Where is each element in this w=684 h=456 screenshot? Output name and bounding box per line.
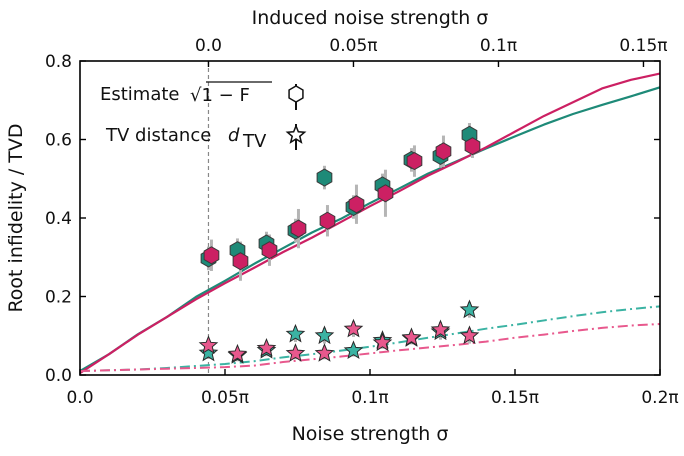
plot-frame — [79, 60, 661, 376]
estimate-magenta-point — [203, 246, 220, 265]
tvd-magenta-point — [227, 343, 248, 363]
curve-layer — [80, 72, 660, 374]
tvd-magenta-point — [343, 318, 364, 338]
estimate-magenta-point — [232, 252, 249, 271]
y-tick-label: 0.4 — [45, 209, 72, 229]
estimate-magenta-point — [290, 219, 307, 238]
x-tick-label: 0.05π — [201, 388, 249, 408]
estimate-magenta-point — [319, 211, 336, 230]
x-axis-label: Noise strength σ — [292, 423, 449, 445]
top-tick-label: 0.1π — [480, 36, 517, 56]
tvd-magenta-point — [430, 319, 451, 339]
estimate-magenta-point — [406, 152, 423, 171]
estimate-magenta-point — [377, 184, 394, 203]
estimate-magenta-point — [261, 241, 278, 260]
legend-label-tvd: TV distance — [105, 125, 211, 146]
y-tick-label: 0.2 — [45, 288, 72, 308]
legend-sqrt-expression: √1 − F — [190, 85, 250, 106]
legend-dtv-symbol: d — [228, 125, 240, 146]
x-tick-label: 0.15π — [491, 388, 539, 408]
tvd-teal-point — [459, 299, 480, 319]
top-tick-label: 0.0 — [195, 36, 222, 56]
estimate-magenta-point — [435, 142, 452, 161]
tvd-magenta-point — [372, 332, 393, 352]
legend-dtv-subscript: TV — [242, 131, 267, 152]
tvd-teal-point — [343, 340, 364, 360]
y-axis-label: Root infidelity / TVD — [5, 123, 27, 312]
estimate-magenta-point — [464, 137, 481, 156]
curve-solid-magenta — [80, 72, 660, 374]
legend-star-marker — [285, 124, 307, 144]
tvd-magenta-point — [256, 337, 277, 357]
curve-dashdot-magenta — [80, 322, 660, 373]
curve-dashdot-teal — [80, 305, 660, 373]
tvd-magenta-point — [285, 343, 306, 362]
tvd-magenta-point — [198, 335, 219, 354]
legend-hexagon-marker — [288, 85, 304, 103]
marker-layer — [198, 125, 481, 364]
y-tick-label: 0.0 — [45, 366, 72, 386]
x-tick-label: 0.2π — [641, 388, 678, 408]
y-tick-label: 0.6 — [45, 131, 72, 151]
tvd-magenta-point — [314, 343, 335, 362]
legend: Estimate √1 − F TV distance d TV — [100, 81, 307, 152]
estimate-teal-point — [316, 168, 333, 187]
top-tick-label: 0.15π — [619, 36, 667, 56]
top-axis-label: Induced noise strength σ — [252, 7, 489, 29]
legend-label-estimate: Estimate — [100, 84, 180, 105]
tvd-magenta-point — [401, 327, 422, 347]
tvd-teal-point — [285, 323, 306, 343]
top-tick-label: 0.05π — [329, 36, 377, 56]
x-tick-label: 0.0 — [66, 388, 93, 408]
tvd-teal-point — [198, 342, 219, 362]
y-tick-label: 0.8 — [45, 52, 72, 72]
tvd-magenta-point — [459, 325, 480, 345]
x-tick-label: 0.1π — [351, 388, 388, 408]
tick-layer: 0.0 0.05π 0.1π 0.15π 0.2π 0.0 0.2 0.4 0.6 0.8 0.0 0… — [45, 36, 679, 408]
tvd-teal-point — [314, 325, 335, 345]
estimate-magenta-point — [348, 195, 365, 214]
